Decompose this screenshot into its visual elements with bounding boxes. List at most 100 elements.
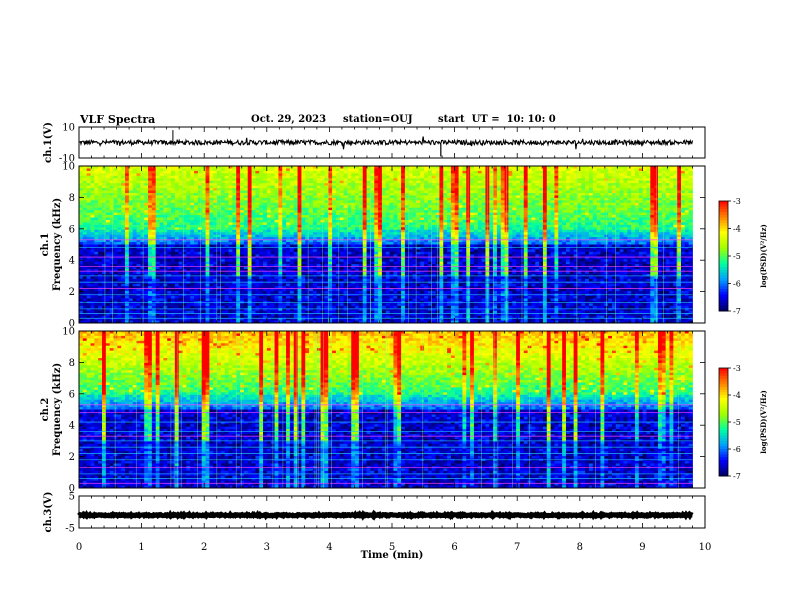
spectrogram-cell (132, 200, 137, 204)
spectrogram-cell (393, 188, 398, 191)
spectrogram-cell (167, 207, 172, 211)
spectrogram-cell (328, 219, 333, 223)
spectrogram-cell (324, 180, 329, 184)
spectrogram-cell (136, 175, 141, 179)
spectrogram-cell (163, 185, 168, 189)
spectrogram-cell (389, 239, 394, 243)
spectrogram-cell (565, 173, 571, 177)
spectrogram-cell (182, 173, 187, 177)
spectrogram-cell (282, 200, 287, 204)
spectrogram-cell (301, 217, 306, 221)
spectrogram-cell (485, 219, 490, 223)
spectrogram-cell (128, 205, 134, 209)
spectrogram-cell (102, 222, 107, 226)
spectrogram-cell (496, 217, 502, 221)
spectrogram-cell (378, 188, 383, 191)
spectrogram-cell (634, 175, 640, 179)
spectrogram-cell (167, 178, 172, 182)
spectrogram-cell (665, 197, 670, 201)
spectrogram-cell (397, 173, 402, 177)
spectrogram-cell (546, 166, 552, 169)
spectrogram-cell (266, 237, 272, 240)
spectrogram-cell (565, 219, 571, 223)
spectrogram-cell (673, 168, 678, 172)
spectrogram-cell (661, 212, 667, 216)
spectrogram-cell (496, 178, 502, 182)
spectrogram-cell (266, 188, 272, 191)
spectrogram-cell (631, 195, 636, 199)
spectrogram-cell (328, 178, 333, 182)
spectrogram-cell (117, 242, 122, 245)
spectrogram-cell (650, 207, 655, 211)
spectrogram-cell (224, 224, 229, 228)
spectrogram-cell (355, 224, 360, 228)
spectrogram-cell (117, 197, 122, 201)
spectrogram-cell (132, 183, 137, 187)
spectrogram-cell (523, 239, 528, 243)
spectrogram-cell (136, 185, 141, 189)
spectrogram-cell (125, 170, 130, 174)
spectrogram-cell (569, 212, 575, 216)
spectrogram-cell (470, 237, 475, 240)
spectrogram-cell (347, 183, 352, 187)
spectrogram-cell (332, 232, 337, 236)
spectrogram-cell (381, 239, 387, 243)
spectrogram-cell (550, 175, 555, 179)
spectrogram-cell (278, 227, 283, 231)
spectrogram-cell (98, 217, 103, 221)
spectrogram-cell (335, 195, 341, 199)
spectrogram-cell (600, 183, 605, 187)
spectrogram-cell (611, 170, 617, 174)
spectrogram-cell (631, 188, 636, 191)
spectrogram-cell (163, 224, 168, 228)
spectrogram-cell (332, 217, 337, 221)
spectrogram-cell (650, 232, 655, 236)
spectrogram-cell (132, 219, 137, 223)
spectrogram-cell (527, 212, 532, 216)
spectrogram-cell (144, 192, 149, 196)
spectrogram-cell (125, 166, 130, 169)
spectrogram-cell (504, 239, 509, 243)
spectrogram-cell (174, 207, 180, 211)
spectrogram-cell (673, 175, 678, 179)
spectrogram-cell (343, 180, 348, 184)
spectrogram-cell (293, 180, 298, 184)
spectrogram-cell (504, 185, 509, 189)
spectrogram-cell (669, 166, 674, 169)
spectrogram-cell (163, 242, 168, 245)
spectrogram-cell (190, 215, 195, 218)
spectrogram-cell (301, 219, 306, 223)
spectrogram-cell (155, 188, 160, 191)
spectrogram-cell (132, 215, 137, 218)
spectrogram-cell (293, 197, 298, 201)
spectrogram-cell (174, 178, 180, 182)
spectrogram-cell (642, 197, 647, 201)
spectrogram-cell (673, 227, 678, 231)
spectrogram-cell (397, 190, 402, 194)
spectrogram-cell (316, 239, 321, 243)
spectrogram-cell (573, 207, 578, 211)
spectrogram-cell (573, 229, 578, 233)
spectrogram-cell (305, 222, 310, 226)
spectrogram-cell (527, 217, 532, 221)
spectrogram-cell (86, 200, 91, 204)
spectrogram-cell (301, 170, 306, 174)
spectrogram-cell (374, 239, 379, 243)
spectrogram-cell (450, 170, 456, 174)
spectrogram-cell (458, 190, 463, 194)
spectrogram-cell (508, 185, 513, 189)
spectrogram-cell (397, 185, 402, 189)
spectrogram-cell (205, 222, 210, 226)
spectrogram-cell (163, 178, 168, 182)
spectrogram-cell (113, 212, 118, 216)
spectrogram-cell (535, 202, 540, 206)
spectrogram-cell (209, 188, 214, 191)
spectrogram-cell (90, 178, 95, 182)
spectrogram-cell (496, 239, 502, 243)
spectrogram-cell (562, 168, 567, 172)
spectrogram-cell (623, 207, 628, 211)
spectrogram-cell (565, 175, 571, 179)
spectrogram-cell (393, 173, 398, 177)
spectrogram-cell (289, 197, 295, 201)
spectrogram-cell (105, 168, 111, 172)
